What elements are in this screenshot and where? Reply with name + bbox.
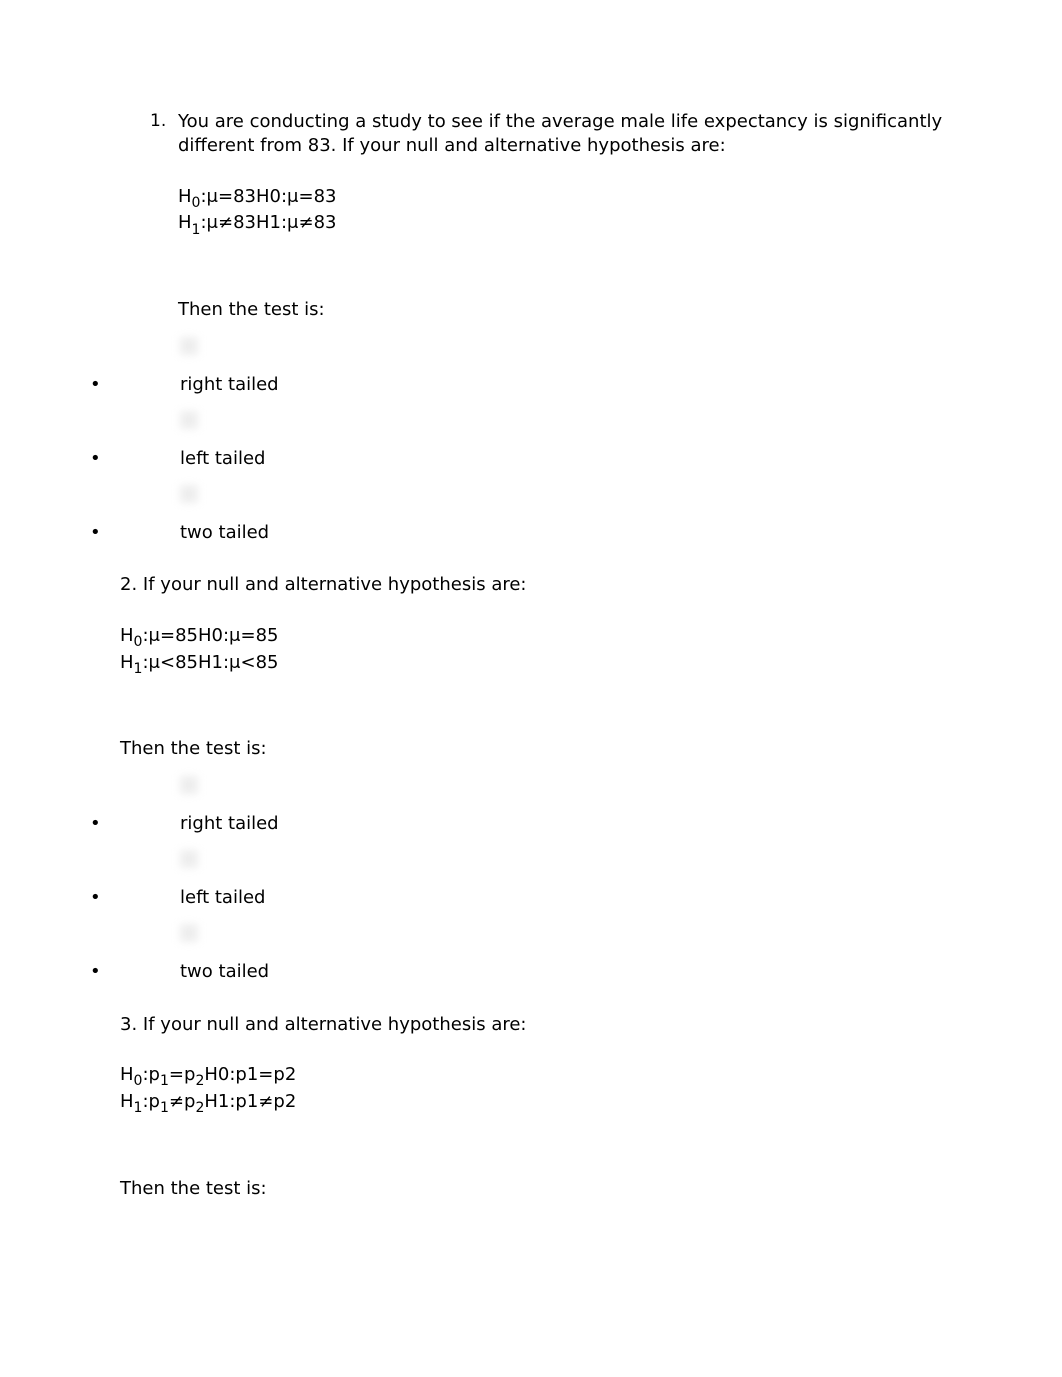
question-3-intro: If your null and alternative hypothesis … <box>143 1014 527 1035</box>
q2-h1-sub: 1 <box>134 661 143 677</box>
q2-h0-h: H <box>120 625 134 646</box>
q3-h0-sub: 0 <box>134 1073 143 1089</box>
question-2-header: 2. If your null and alternative hypothes… <box>120 573 972 597</box>
question-2-number: 2. <box>120 574 137 595</box>
q2-opt0-blur-row <box>180 776 972 794</box>
q1-option-1: • left tailed <box>90 447 972 471</box>
q3-h1-sub: 1 <box>134 1100 143 1116</box>
bullet-icon: • <box>90 373 180 397</box>
q2-option-2-text: two tailed <box>180 960 972 984</box>
q1-h1-line: H1:μ≠83H1:μ≠83 <box>178 211 972 238</box>
q2-h1-line: H1:μ<85H1:μ<85 <box>120 651 972 678</box>
q2-opt0-blur <box>180 776 198 794</box>
question-3: 3. If your null and alternative hypothes… <box>120 1013 972 1201</box>
q3-h0-line: H0:p1=p2H0:p1=p2 <box>120 1063 972 1090</box>
q3-h0-b: =p <box>169 1064 196 1085</box>
q1-h1-sub: 1 <box>192 222 201 238</box>
q2-h1-h: H <box>120 652 134 673</box>
q3-h0-sa: 1 <box>160 1073 169 1089</box>
q1-option-0: • right tailed <box>90 373 972 397</box>
q2-opt2-blur <box>180 924 198 942</box>
bullet-icon: • <box>90 812 180 836</box>
q1-option-0-text: right tailed <box>180 373 972 397</box>
q1-h0-sub: 0 <box>192 195 201 211</box>
bullet-icon: • <box>90 886 180 910</box>
q2-option-1: • left tailed <box>90 886 972 910</box>
q2-option-0-text: right tailed <box>180 812 972 836</box>
question-1-intro: You are conducting a study to see if the… <box>178 110 972 159</box>
q2-opt1-blur-row <box>180 850 972 868</box>
q3-h0-tail: H0:p1=p2 <box>204 1064 296 1085</box>
q3-h0-sb: 2 <box>195 1073 204 1089</box>
q1-option-2-text: two tailed <box>180 521 972 545</box>
q1-opt0-blur-row <box>180 337 972 355</box>
q2-option-1-text: left tailed <box>180 886 972 910</box>
q1-h0-rest: :μ=83H0:μ=83 <box>200 186 336 207</box>
bullet-icon: • <box>90 447 180 471</box>
question-3-body: H0:p1=p2H0:p1=p2 H1:p1≠p2H1:p1≠p2 Then t… <box>120 1063 972 1201</box>
q3-h0-a: :p <box>142 1064 160 1085</box>
q3-h1-sb: 2 <box>195 1100 204 1116</box>
question-1-header: 1. You are conducting a study to see if … <box>150 110 972 159</box>
bullet-icon: • <box>90 960 180 984</box>
question-1-hypotheses: H0:μ=83H0:μ=83 H1:μ≠83H1:μ≠83 <box>178 185 972 239</box>
q3-hypotheses: H0:p1=p2H0:p1=p2 H1:p1≠p2H1:p1≠p2 <box>120 1063 972 1117</box>
q1-then: Then the test is: <box>178 298 972 322</box>
q3-h1-line: H1:p1≠p2H1:p1≠p2 <box>120 1090 972 1117</box>
question-2-body: H0:μ=85H0:μ=85 H1:μ<85H1:μ<85 Then the t… <box>120 624 972 762</box>
q1-opt0-blur <box>180 337 198 355</box>
question-1: 1. You are conducting a study to see if … <box>150 110 972 323</box>
q3-h1-b: ≠p <box>169 1091 196 1112</box>
q1-opt2-blur-row <box>180 485 972 503</box>
q2-h0-rest: :μ=85H0:μ=85 <box>142 625 278 646</box>
q1-opt2-blur <box>180 485 198 503</box>
question-1-number: 1. <box>150 110 178 133</box>
q2-option-2: • two tailed <box>90 960 972 984</box>
q2-hypotheses: H0:μ=85H0:μ=85 H1:μ<85H1:μ<85 <box>120 624 972 678</box>
q1-opt1-blur <box>180 411 198 429</box>
q2-option-0: • right tailed <box>90 812 972 836</box>
q1-h0-h: H <box>178 186 192 207</box>
q2-h0-line: H0:μ=85H0:μ=85 <box>120 624 972 651</box>
q1-h1-h: H <box>178 212 192 233</box>
document-page: 1. You are conducting a study to see if … <box>0 0 1062 1273</box>
q2-opt1-blur <box>180 850 198 868</box>
question-2: 2. If your null and alternative hypothes… <box>120 573 972 761</box>
q1-h1-rest: :μ≠83H1:μ≠83 <box>200 212 336 233</box>
q2-h1-rest: :μ<85H1:μ<85 <box>142 652 278 673</box>
bullet-icon: • <box>90 521 180 545</box>
q2-h0-sub: 0 <box>134 634 143 650</box>
q3-h1-a: :p <box>142 1091 160 1112</box>
q3-then: Then the test is: <box>120 1177 972 1201</box>
q3-h1-h: H <box>120 1091 134 1112</box>
question-3-number: 3. <box>120 1014 137 1035</box>
question-2-intro: If your null and alternative hypothesis … <box>143 574 527 595</box>
q2-opt2-blur-row <box>180 924 972 942</box>
q3-h1-sa: 1 <box>160 1100 169 1116</box>
q1-h0-line: H0:μ=83H0:μ=83 <box>178 185 972 212</box>
q3-h1-tail: H1:p1≠p2 <box>204 1091 296 1112</box>
q1-option-2: • two tailed <box>90 521 972 545</box>
q1-opt1-blur-row <box>180 411 972 429</box>
q2-then: Then the test is: <box>120 737 972 761</box>
q3-h0-h: H <box>120 1064 134 1085</box>
q1-option-1-text: left tailed <box>180 447 972 471</box>
question-3-header: 3. If your null and alternative hypothes… <box>120 1013 972 1037</box>
